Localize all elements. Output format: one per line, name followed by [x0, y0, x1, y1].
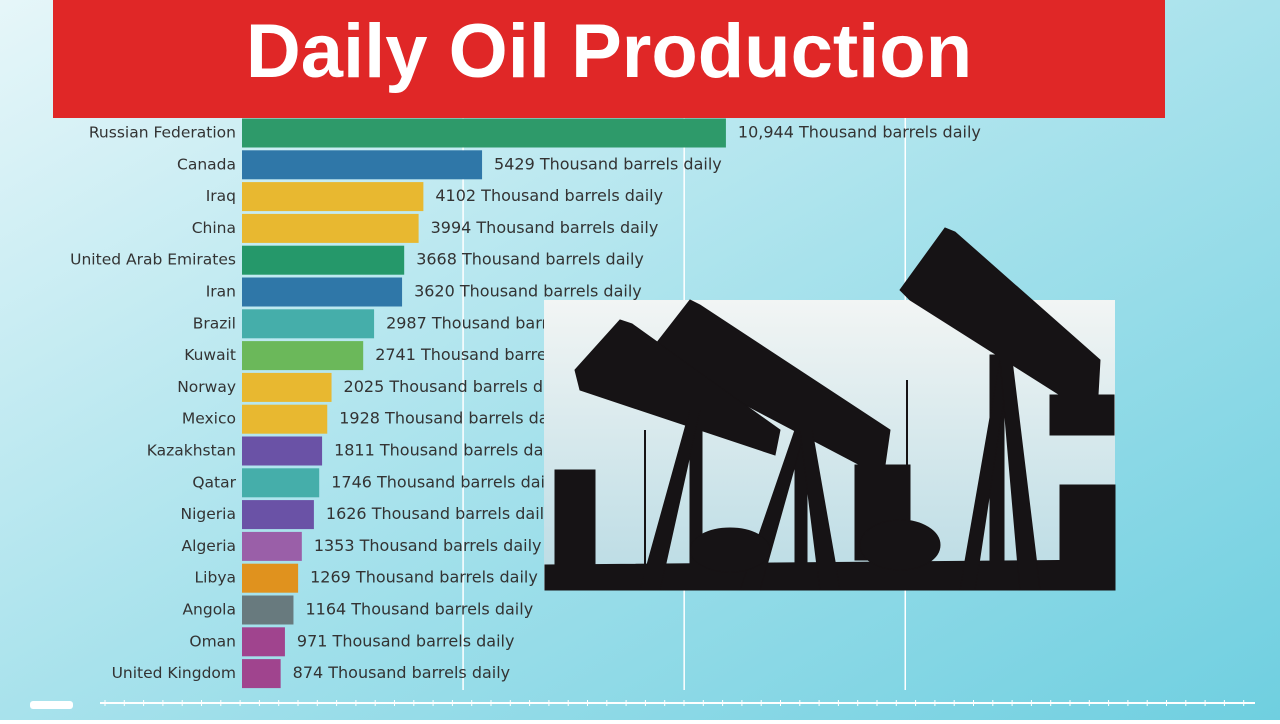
category-label: Iraq: [206, 187, 236, 205]
category-label: Norway: [177, 378, 236, 396]
bar: [242, 341, 364, 371]
bar: [242, 595, 294, 625]
category-label: Kazakhstan: [147, 442, 236, 460]
bar: [242, 245, 405, 275]
bar: [242, 563, 299, 593]
category-label: Nigeria: [181, 505, 236, 523]
category-label: Angola: [182, 601, 236, 619]
category-label: Qatar: [192, 473, 236, 491]
category-label: Iran: [206, 283, 236, 301]
category-label: United Arab Emirates: [70, 251, 236, 269]
value-label: 5429 Thousand barrels daily: [494, 154, 722, 173]
value-label: 874 Thousand barrels daily: [293, 663, 511, 682]
value-label: 10,944 Thousand barrels daily: [738, 123, 981, 142]
bar: [242, 531, 302, 561]
oil-image: [544, 227, 1116, 591]
bar: [242, 404, 328, 434]
category-label: United Kingdom: [112, 664, 236, 682]
bar: [242, 468, 320, 498]
category-label: Brazil: [193, 314, 236, 332]
value-label: 1746 Thousand barrels daily: [331, 472, 559, 491]
chart-title: Daily Oil Production: [246, 9, 972, 94]
value-label: 1928 Thousand barrels daily: [339, 409, 567, 428]
bar: [242, 659, 281, 689]
bars: Russian Federation 10,944 Thousand barrel…: [70, 118, 981, 689]
category-label: Algeria: [182, 537, 236, 555]
value-label: 1626 Thousand barrels daily: [326, 504, 554, 523]
bar: [242, 213, 419, 243]
value-label: 3668 Thousand barrels daily: [416, 250, 644, 269]
bar: [242, 309, 375, 339]
bar: [242, 627, 285, 657]
value-label: 4102 Thousand barrels daily: [435, 186, 663, 205]
value-label: 1269 Thousand barrels daily: [310, 568, 538, 587]
bar: [242, 277, 403, 307]
value-label: 1811 Thousand barrels daily: [334, 441, 562, 460]
value-label: 971 Thousand barrels daily: [297, 631, 515, 650]
title-banner: [53, 0, 1165, 118]
bar: [242, 118, 726, 148]
timeline: [30, 701, 1255, 709]
category-label: Kuwait: [184, 346, 236, 364]
bar: [242, 500, 314, 530]
bar: [242, 436, 323, 466]
category-label: Russian Federation: [89, 124, 236, 142]
bar: [242, 372, 332, 402]
value-label: 3620 Thousand barrels daily: [414, 282, 642, 301]
value-label: 1353 Thousand barrels daily: [314, 536, 542, 555]
value-label: 1164 Thousand barrels daily: [305, 600, 533, 619]
category-label: Mexico: [182, 410, 236, 428]
bar: [242, 150, 483, 180]
value-label: 2025 Thousand barrels daily: [344, 377, 572, 396]
value-label: 3994 Thousand barrels daily: [431, 218, 659, 237]
bar: [242, 182, 424, 212]
category-label: China: [192, 219, 236, 237]
category-label: Canada: [177, 155, 236, 173]
category-label: Libya: [195, 569, 236, 587]
category-label: Oman: [189, 632, 236, 650]
